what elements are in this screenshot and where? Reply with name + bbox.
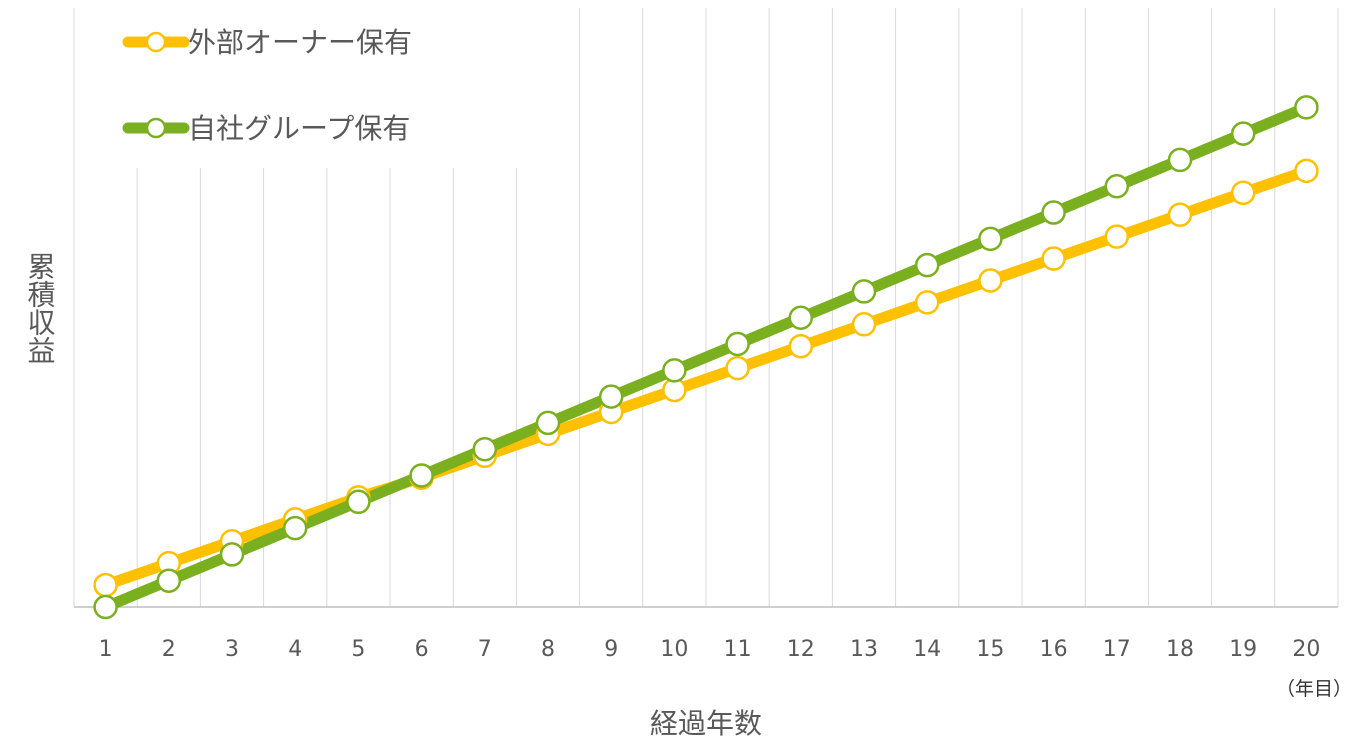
- series-1-point: [1041, 246, 1066, 271]
- x-tick-label: 2: [162, 637, 176, 662]
- series-1-point: [788, 333, 814, 359]
- series-2-point: [662, 358, 687, 383]
- series-2-point: [1294, 95, 1319, 120]
- series-2-point: [1104, 173, 1130, 199]
- series-2-point: [1230, 121, 1256, 146]
- series-markers: [93, 95, 1319, 620]
- x-tick-label: 17: [1103, 637, 1131, 662]
- legend-background: [110, 0, 550, 168]
- series-1-point: [851, 312, 877, 337]
- series-2-point: [346, 489, 371, 515]
- series-2-point: [156, 568, 182, 593]
- legend-label: 外部オーナー保有: [188, 26, 412, 59]
- series-2-point: [535, 410, 561, 436]
- x-axis-title: 経過年数: [650, 707, 762, 740]
- x-tick-label: 7: [478, 637, 492, 662]
- series-2-point: [788, 305, 814, 330]
- legend-marker-swatch: [145, 117, 167, 139]
- x-tick-label: 11: [724, 637, 752, 662]
- legend-label: 自社グループ保有: [188, 112, 410, 145]
- x-tick-label: 9: [604, 637, 618, 662]
- x-tick-label: 4: [288, 637, 302, 662]
- x-tick-label: 5: [351, 637, 365, 662]
- series-1-point: [1230, 180, 1256, 206]
- series-1-point: [914, 290, 940, 315]
- series-2-point: [1041, 200, 1066, 225]
- x-tick-label: 8: [541, 637, 555, 662]
- series-1-point: [93, 572, 118, 598]
- series-2-point: [598, 384, 624, 409]
- series-2-point: [725, 331, 750, 357]
- series-2-point: [1167, 147, 1193, 173]
- x-tick-label: 6: [415, 637, 429, 662]
- x-tick-label: 3: [225, 637, 239, 662]
- legend-marker-swatch: [145, 31, 167, 53]
- x-tick-label: 1: [99, 637, 113, 662]
- x-tick-label: 13: [850, 637, 878, 662]
- series-2-point: [409, 463, 434, 488]
- series-2-point: [472, 436, 498, 462]
- series-1-point: [978, 268, 1003, 293]
- legend-item: 外部オーナー保有: [122, 26, 412, 59]
- series-2-point: [914, 252, 940, 278]
- x-tick-label: 15: [976, 637, 1004, 662]
- series-2-point: [978, 226, 1003, 252]
- x-tick-label: 19: [1229, 637, 1257, 662]
- series-1-point: [1167, 202, 1193, 227]
- x-axis-unit: （年目）: [1276, 678, 1352, 700]
- x-tick-label: 20: [1292, 637, 1320, 662]
- x-tick-label: 10: [660, 637, 688, 662]
- x-tick-labels: 1 2 3 4 5 6 7 8 9 10 11 12 13 14 15 16 17 18 19 20: [99, 637, 1321, 662]
- x-tick-label: 12: [787, 637, 815, 662]
- series-2-point: [93, 594, 118, 620]
- series-2-point: [282, 515, 308, 541]
- x-tick-label: 16: [1040, 637, 1068, 662]
- series-2-point: [219, 542, 245, 567]
- series-1-point: [1294, 158, 1319, 184]
- series-2-point: [851, 279, 877, 304]
- series-1-point: [1104, 224, 1130, 249]
- x-tick-label: 14: [913, 637, 941, 662]
- y-axis-title: 累積収益: [24, 252, 57, 364]
- x-tick-label: 18: [1166, 637, 1194, 662]
- series-1-point: [725, 355, 750, 381]
- legend-item: 自社グループ保有: [122, 112, 410, 145]
